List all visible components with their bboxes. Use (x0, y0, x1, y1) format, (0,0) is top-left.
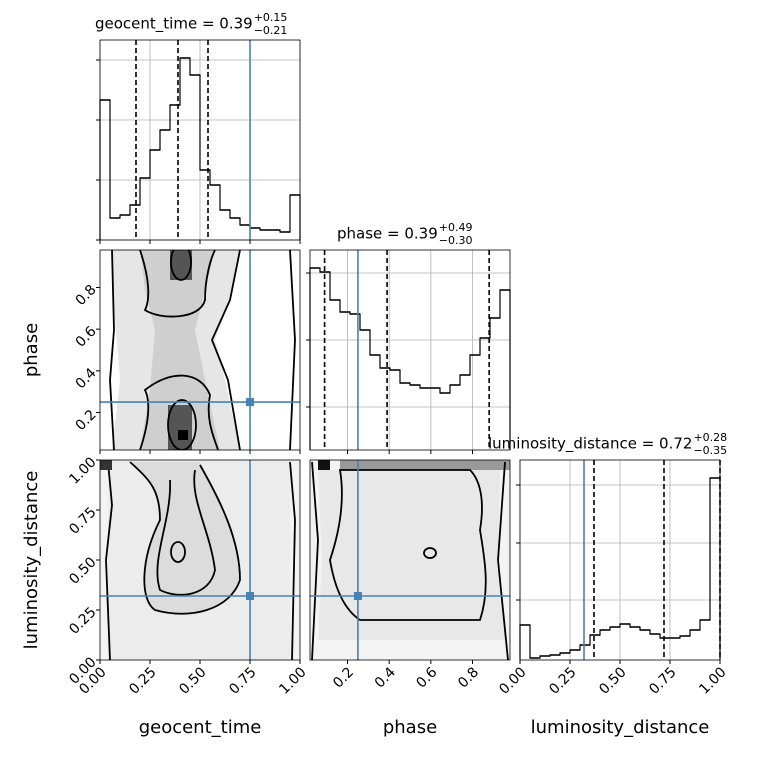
x-tick-label: 0.4 (372, 664, 399, 691)
x-tick-label: 0.75 (646, 664, 679, 697)
title-plus: +0.15 (254, 11, 288, 24)
panel-title: phase = 0.39 (337, 225, 438, 243)
y-tick-label: 0.8 (73, 282, 100, 309)
histogram-outline (309, 267, 511, 450)
title-minus: −0.35 (693, 444, 727, 457)
y-tick-label: 0.2 (73, 407, 100, 434)
x-tick-label: 0.25 (126, 664, 159, 697)
y-tick-label: 0.50 (66, 554, 99, 587)
y-tick-label: 0.25 (66, 604, 99, 637)
panel-frame (99, 39, 301, 241)
x-tick-label: 0.00 (496, 664, 529, 697)
x-tick-label: 0.50 (176, 664, 209, 697)
truth-marker (246, 398, 254, 407)
y-tick-label: 1.00 (66, 454, 99, 487)
truth-marker (353, 592, 362, 600)
x-axis-label: geocent_time (139, 717, 262, 738)
panel-frame (309, 249, 511, 451)
title-plus: +0.49 (439, 221, 473, 234)
panel-frame (99, 459, 301, 661)
y-axis-label: luminosity_distance (21, 471, 42, 650)
x-tick-label: 1.00 (276, 664, 309, 697)
density-2d (100, 250, 300, 450)
x-tick-label: 0.2 (330, 664, 357, 691)
panel-title: geocent_time = 0.39 (95, 15, 253, 34)
x-tick-label: 0.8 (455, 664, 482, 691)
panel-frame (309, 459, 511, 661)
density-2d (100, 460, 300, 660)
y-tick-label: 0.6 (73, 323, 100, 350)
x-tick-label: 1.00 (696, 664, 729, 697)
y-tick-label: 0.75 (66, 504, 99, 537)
title-minus: −0.21 (254, 24, 288, 37)
title-minus: −0.30 (439, 234, 473, 247)
x-tick-label: 0.75 (226, 664, 259, 697)
truth-marker (246, 592, 254, 600)
x-axis-label: luminosity_distance (531, 717, 710, 738)
x-tick-label: 0.6 (413, 664, 440, 691)
y-tick-label: 0.4 (73, 365, 100, 392)
panel-frame (519, 459, 721, 661)
x-tick-label: 0.50 (596, 664, 629, 697)
panel-frame (99, 249, 301, 451)
density-2d (310, 460, 510, 660)
x-axis-label: phase (383, 717, 437, 738)
title-plus: +0.28 (693, 431, 727, 444)
panel-title: luminosity_distance = 0.72 (488, 435, 692, 454)
y-axis-label: phase (21, 323, 42, 377)
x-tick-label: 0.25 (546, 664, 579, 697)
